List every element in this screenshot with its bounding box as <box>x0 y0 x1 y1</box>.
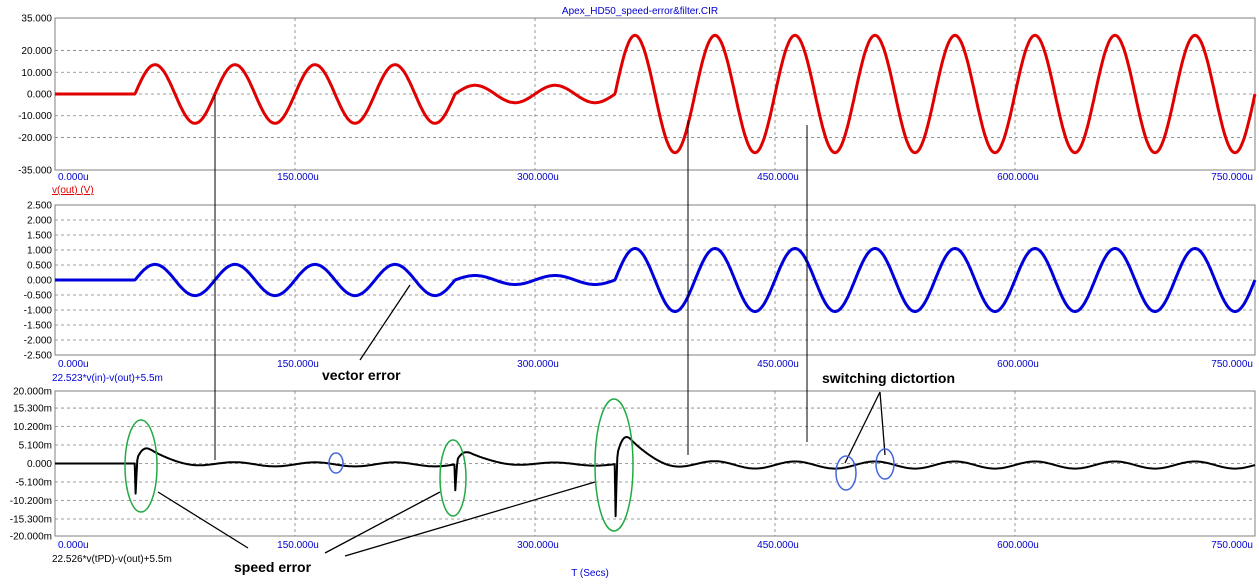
panel-vout: 0.000u 150.000u 300.000u 450.000u 600.000u 75… <box>18 14 1257 196</box>
window-title: Apex_HD50_speed-error&filter.CIR <box>562 6 718 17</box>
x-tick-label: 150.000u <box>277 172 319 183</box>
x-axis-label: T (Secs) <box>571 568 609 579</box>
y-tick-label: -35.000 <box>18 166 52 177</box>
speed-error-circle-2 <box>439 439 467 517</box>
x-tick-label: 600.000u <box>997 172 1039 183</box>
callout-switch-line-1 <box>844 391 881 464</box>
switching-circle-1 <box>328 452 344 474</box>
switching-circle-2 <box>835 455 857 491</box>
x-tick-label: 600.000u <box>997 359 1039 370</box>
callout-switch-line-2 <box>879 391 886 456</box>
panel-speed-error: 0.000u 150.000u 300.000u 450.000u 600.000u 75… <box>10 387 1256 565</box>
y-tick-label: -1.500 <box>24 321 53 332</box>
y-tick-label: -20.000 <box>18 133 52 144</box>
y-tick-label: 20.000 <box>21 46 52 57</box>
series-line <box>54 247 1257 313</box>
y-tick-label: 0.000 <box>27 276 52 287</box>
x-tick-label: 300.000u <box>517 540 559 551</box>
x-tick-label: 150.000u <box>277 359 319 370</box>
x-tick-label: 450.000u <box>757 172 799 183</box>
x-tick-label: 150.000u <box>277 540 319 551</box>
callout-speed-line-2 <box>324 491 441 554</box>
callout-vector-error-line <box>359 284 411 361</box>
x-tick-label: 450.000u <box>757 359 799 370</box>
y-tick-label: 1.500 <box>27 231 52 242</box>
annotation-switching-distortion: switching dictortion <box>822 370 955 386</box>
y-tick-label: 5.100m <box>19 441 52 452</box>
x-tick-label: 600.000u <box>997 540 1039 551</box>
annotation-speed-error: speed error <box>234 559 312 575</box>
callout-speed-line-1 <box>157 491 249 549</box>
y-tick-label: 2.500 <box>27 201 52 212</box>
y-tick-label: 20.000m <box>13 387 52 398</box>
x-tick-label: 750.000u <box>1211 172 1253 183</box>
y-tick-label: 10.000 <box>21 68 52 79</box>
y-tick-label: 0.000 <box>27 459 52 470</box>
x-tick-label: 750.000u <box>1211 540 1253 551</box>
series-line <box>54 436 1256 518</box>
y-tick-label: -20.000m <box>10 532 52 543</box>
x-tick-label: 0.000u <box>58 172 89 183</box>
y-tick-label: -2.500 <box>24 351 53 362</box>
x-tick-label: 300.000u <box>517 359 559 370</box>
series-name-label: v(out) (V) <box>52 185 94 196</box>
y-tick-label: 15.300m <box>13 404 52 415</box>
speed-error-circle-3 <box>594 398 634 532</box>
callout-speed-line-3 <box>344 481 596 557</box>
y-tick-label: 35.000 <box>21 14 52 25</box>
speed-error-circle-1 <box>124 419 158 513</box>
x-tick-label: 300.000u <box>517 172 559 183</box>
y-tick-label: 10.200m <box>13 422 52 433</box>
series-name-label: 22.523*v(in)-v(out)+5.5m <box>52 373 163 384</box>
y-tick-label: 0.500 <box>27 261 52 272</box>
annotation-vector-error: vector error <box>322 367 401 383</box>
series-name-label: 22.526*v(tPD)-v(out)+5.5m <box>52 554 172 565</box>
panel-vector-error: 0.000u 150.000u 300.000u 450.000u 600.000u 75… <box>24 201 1257 384</box>
x-tick-label: 450.000u <box>757 540 799 551</box>
switching-circle-3 <box>875 448 895 480</box>
x-tick-label: 0.000u <box>58 359 89 370</box>
x-tick-label: 0.000u <box>58 540 89 551</box>
y-tick-label: -10.000 <box>18 111 52 122</box>
y-tick-label: -2.000 <box>24 336 53 347</box>
x-tick-label: 750.000u <box>1211 359 1253 370</box>
annotation-circles <box>124 398 895 532</box>
y-tick-label: -5.100m <box>15 477 52 488</box>
y-tick-label: -10.200m <box>10 496 52 507</box>
callout-lines <box>157 95 886 557</box>
y-tick-label: -15.300m <box>10 514 52 525</box>
y-tick-label: 0.000 <box>27 90 52 101</box>
y-tick-label: 1.000 <box>27 246 52 257</box>
series-line <box>54 33 1257 155</box>
y-tick-label: -0.500 <box>24 291 53 302</box>
y-tick-label: -1.000 <box>24 306 53 317</box>
y-tick-label: 2.000 <box>27 216 52 227</box>
